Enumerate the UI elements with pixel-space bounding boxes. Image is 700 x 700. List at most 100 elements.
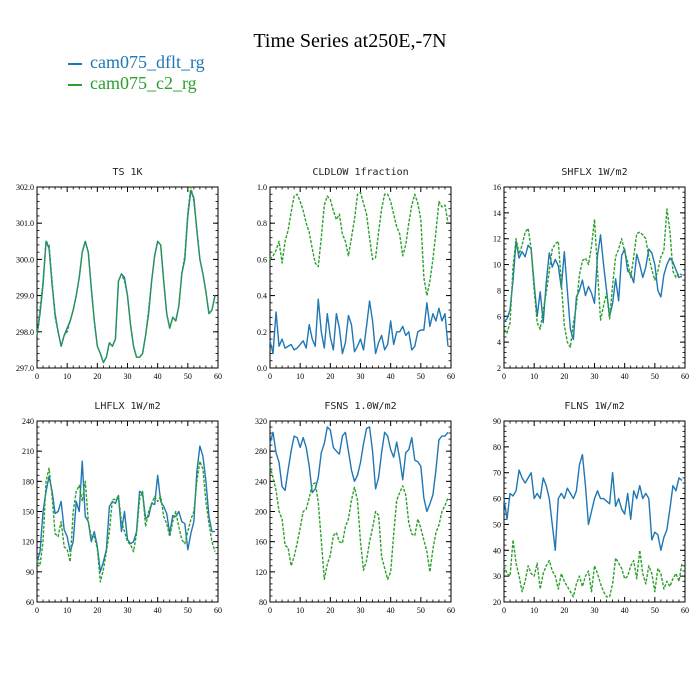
x-tick-label: 0 xyxy=(502,606,506,615)
x-tick-label: 10 xyxy=(530,372,538,381)
y-tick-label: 0.6 xyxy=(257,255,267,264)
series-line-c2 xyxy=(269,466,449,581)
chart-panel: SHFLX 1W/m2 0 10 20 30 40 50 60 2 4 6 8 10 12 14 16 xyxy=(493,167,689,381)
y-tick-label: 301.0 xyxy=(16,219,34,228)
y-tick-label: 0.0 xyxy=(257,364,267,373)
x-tick-label: 30 xyxy=(357,372,365,381)
x-tick-label: 40 xyxy=(154,606,162,615)
x-tick-label: 0 xyxy=(268,372,272,381)
chart-title: CLDLOW 1fraction xyxy=(312,167,408,178)
y-tick-label: 302.0 xyxy=(16,183,34,192)
y-tick-label: 60 xyxy=(493,495,501,504)
x-tick-label: 10 xyxy=(63,372,71,381)
y-tick-label: 30 xyxy=(493,572,501,581)
chart-title: LHFLX 1W/m2 xyxy=(94,401,160,412)
chart-title: FSNS 1.0W/m2 xyxy=(324,401,396,412)
legend-entry-1: cam075_dflt_rg xyxy=(68,52,205,73)
x-tick-label: 40 xyxy=(154,372,162,381)
y-tick-label: 80 xyxy=(259,598,267,607)
series-line-c2 xyxy=(503,208,683,349)
y-tick-label: 1.0 xyxy=(257,183,267,192)
y-tick-label: 0.2 xyxy=(257,328,267,337)
series-line-dflt xyxy=(269,298,449,355)
plot-frame xyxy=(503,420,686,603)
x-tick-label: 0 xyxy=(268,606,272,615)
x-tick-label: 50 xyxy=(651,372,659,381)
x-tick-label: 50 xyxy=(651,606,659,615)
y-tick-label: 80 xyxy=(493,443,501,452)
legend-label-1: cam075_dflt_rg xyxy=(90,52,205,72)
x-tick-label: 30 xyxy=(124,372,132,381)
plot-frame xyxy=(503,186,686,369)
x-tick-label: 50 xyxy=(184,372,192,381)
y-tick-label: 298.0 xyxy=(16,328,34,337)
y-tick-label: 20 xyxy=(493,598,501,607)
y-tick-label: 60 xyxy=(26,598,34,607)
x-tick-label: 20 xyxy=(93,372,101,381)
y-tick-label: 0.8 xyxy=(257,219,267,228)
y-tick-label: 8 xyxy=(497,286,501,295)
legend-label-2: cam075_c2_rg xyxy=(90,73,197,93)
x-tick-label: 10 xyxy=(63,606,71,615)
x-tick-label: 60 xyxy=(214,372,222,381)
legend-swatch-1 xyxy=(68,63,82,65)
x-tick-label: 60 xyxy=(214,606,222,615)
y-tick-label: 240 xyxy=(255,477,267,486)
y-tick-label: 120 xyxy=(255,568,267,577)
x-tick-label: 40 xyxy=(621,606,629,615)
chart-panel: CLDLOW 1fraction 0 10 20 30 40 50 60 0.0 0.2 0.4 0.… xyxy=(257,167,455,381)
x-tick-label: 10 xyxy=(530,606,538,615)
series-line-dflt xyxy=(36,445,215,573)
x-tick-label: 30 xyxy=(591,606,599,615)
x-tick-label: 60 xyxy=(681,606,689,615)
x-tick-label: 20 xyxy=(326,606,334,615)
series-line-dflt xyxy=(269,426,449,513)
y-tick-label: 240 xyxy=(22,417,34,426)
y-tick-label: 0.4 xyxy=(257,292,267,301)
x-tick-label: 0 xyxy=(35,606,39,615)
chart-panel: TS 1K 0 10 20 30 40 50 60 297.0 298.0 299.0 300.0 30… xyxy=(16,167,222,381)
y-tick-label: 299.0 xyxy=(16,292,34,301)
y-tick-label: 120 xyxy=(22,538,34,547)
x-tick-label: 40 xyxy=(621,372,629,381)
x-tick-label: 0 xyxy=(502,372,506,381)
x-tick-label: 60 xyxy=(447,606,455,615)
x-tick-label: 10 xyxy=(296,606,304,615)
y-tick-label: 12 xyxy=(493,235,501,244)
y-tick-label: 300.0 xyxy=(16,255,34,264)
y-tick-label: 4 xyxy=(497,338,501,347)
x-tick-label: 40 xyxy=(387,372,395,381)
y-tick-label: 280 xyxy=(255,447,267,456)
x-tick-label: 50 xyxy=(184,606,192,615)
series-line-c2 xyxy=(503,539,683,598)
chart-panel: FSNS 1.0W/m2 0 10 20 30 40 50 60 80 120 160 200 240 2… xyxy=(255,401,455,615)
y-tick-label: 210 xyxy=(22,447,34,456)
y-tick-label: 150 xyxy=(22,508,34,517)
x-tick-label: 50 xyxy=(417,372,425,381)
y-tick-label: 180 xyxy=(22,477,34,486)
x-tick-label: 60 xyxy=(681,372,689,381)
chart-title: SHFLX 1W/m2 xyxy=(561,167,627,178)
series-line-dflt xyxy=(503,234,683,341)
chart-title: FLNS 1W/m2 xyxy=(564,401,624,412)
series-line-dflt xyxy=(503,453,683,551)
x-tick-label: 30 xyxy=(591,372,599,381)
series-line-c2 xyxy=(36,186,216,364)
chart-panel: LHFLX 1W/m2 0 10 20 30 40 50 60 60 90 120 150 180 210… xyxy=(22,401,222,615)
x-tick-label: 20 xyxy=(560,606,568,615)
y-tick-label: 6 xyxy=(497,312,501,321)
legend-entry-2: cam075_c2_rg xyxy=(68,73,197,94)
x-tick-label: 30 xyxy=(357,606,365,615)
y-tick-label: 320 xyxy=(255,417,267,426)
x-tick-label: 20 xyxy=(326,372,334,381)
series-line-c2 xyxy=(36,460,216,583)
chart-title: TS 1K xyxy=(112,167,142,178)
x-tick-label: 0 xyxy=(35,372,39,381)
y-tick-label: 14 xyxy=(493,209,501,218)
plot-frame xyxy=(36,420,219,603)
series-line-dflt xyxy=(36,189,216,364)
y-tick-label: 90 xyxy=(493,417,501,426)
x-tick-label: 50 xyxy=(417,606,425,615)
x-tick-label: 20 xyxy=(93,606,101,615)
